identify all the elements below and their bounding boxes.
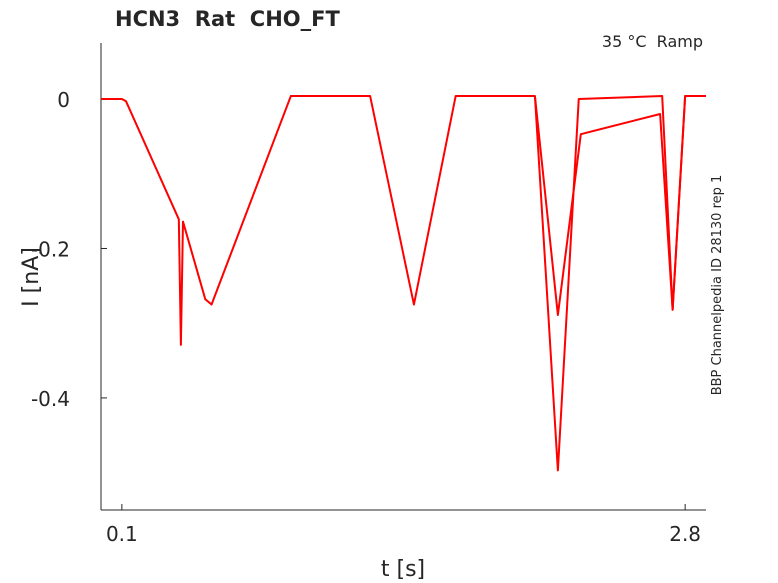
trace — [101, 95, 706, 472]
x-tick-label: 0.1 — [106, 522, 138, 546]
annotation: 35 °C Ramp — [602, 32, 703, 51]
y-axis-label: I [nA] — [19, 247, 44, 307]
y-tick-label: 0 — [57, 88, 70, 112]
x-tick-label: 2.8 — [669, 522, 701, 546]
x-axis-label: t [s] — [381, 557, 425, 582]
trace — [533, 95, 706, 316]
chart-title: HCN3 Rat CHO_FT — [115, 7, 340, 31]
y-tick-label: -0.2 — [31, 237, 70, 261]
side-note: BBP Channelpedia ID 28130 rep 1 — [710, 175, 725, 396]
y-tick-label: -0.4 — [31, 387, 70, 411]
